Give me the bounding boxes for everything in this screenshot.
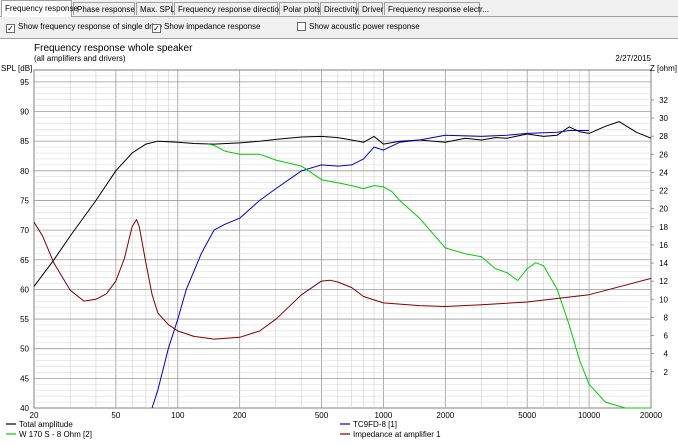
legend-label: TC9FD-8 [1] [353,420,397,429]
show-impedance-option[interactable]: ✓ Show impedance response [152,21,261,33]
y-axis-label: SPL [dB] [1,64,32,73]
x-tick-label: 100 [171,411,185,420]
series-line-1 [151,130,590,409]
x-tick-label: 5000 [518,411,536,420]
y2-tick-label: 4 [664,350,669,359]
y2-tick-label: 2 [664,368,669,377]
axis-labels: 20 50 100 200 500 1000 2000 5000 10000 2000040455… [20,78,668,420]
y2-tick-label: 16 [659,241,668,250]
acoustic-power-checkbox[interactable] [297,22,306,31]
impedance-label: Show impedance response [164,22,261,31]
tab-bar: Frequency response Phase response Max. S… [0,0,678,17]
y-tick-label: 80 [20,167,29,176]
y2-tick-label: 8 [664,313,669,322]
chart-title: Frequency response whole speaker [34,43,193,54]
x-tick-label: 200 [233,411,247,420]
tab-directivity[interactable]: Directivity [320,2,359,15]
legend-label: Total amplitude [19,420,73,429]
y2-tick-label: 26 [659,150,668,159]
grid-lines [33,69,652,409]
chart-date: 2/27/2015 [615,54,651,63]
series-lines [33,121,652,409]
legend-label: Impedance at amplifier 1 [353,430,441,439]
x-tick-label: 20000 [640,411,663,420]
x-tick-label: 50 [111,411,120,420]
plot-area [33,69,652,409]
y2-tick-label: 6 [664,332,669,341]
y2-tick-label: 24 [659,168,668,177]
x-tick-label: 20 [30,411,39,420]
legend-label: W 170 S - 8 Ohm [2] [19,430,92,439]
x-tick-label: 1000 [375,411,393,420]
y2-tick-label: 12 [659,277,668,286]
series-line-2 [207,143,651,409]
y2-tick-label: 18 [659,223,668,232]
chart-subtitle: (all amplifiers and drivers) [34,54,126,63]
tab-frequency-response-electrical[interactable]: Frequency response electr... [384,2,489,15]
show-single-drive-option[interactable]: ✓ Show frequency response of single drive [6,21,162,33]
tab-driver[interactable]: Driver [358,2,383,15]
options-bar: ✓ Show frequency response of single drive… [0,17,678,37]
tab-frequency-response[interactable]: Frequency response [1,0,78,17]
y-tick-label: 40 [20,404,29,413]
y2-tick-label: 14 [659,259,668,268]
y-tick-label: 65 [20,256,29,265]
y2-tick-label: 10 [659,295,668,304]
y-tick-label: 75 [20,196,29,205]
y2-axis-label: Z [ohm] [650,64,677,73]
y-tick-label: 50 [20,345,29,354]
acoustic-power-label: Show acoustic power response [309,22,420,31]
x-tick-label: 2000 [436,411,454,420]
y2-tick-label: 22 [659,187,668,196]
y-tick-label: 55 [20,315,29,324]
y2-tick-label: 20 [659,205,668,214]
y2-tick-label: 30 [659,114,668,123]
y-tick-label: 85 [20,137,29,146]
legend: Total amplitude TC9FD-8 [1] W 170 S - 8 Oh… [6,420,441,439]
show-acoustic-power-option[interactable]: Show acoustic power response [297,21,420,33]
impedance-checkbox[interactable]: ✓ [152,24,161,33]
tab-max-spl[interactable]: Max. SPL [136,2,175,15]
series-line-0 [33,121,652,287]
single-drive-label: Show frequency response of single drive [18,22,163,31]
tab-phase-response[interactable]: Phase response [73,2,135,15]
y2-tick-label: 32 [659,96,668,105]
single-drive-checkbox[interactable]: ✓ [6,24,15,33]
y-tick-label: 95 [20,78,29,87]
tab-polar-plots[interactable]: Polar plots [279,2,321,15]
y-tick-label: 70 [20,226,29,235]
y-tick-label: 45 [20,374,29,383]
y-tick-label: 90 [20,108,29,117]
y-tick-label: 60 [20,285,29,294]
y2-tick-label: 28 [659,132,668,141]
tab-frequency-response-directions[interactable]: Frequency response directions [174,2,287,15]
x-tick-label: 10000 [578,411,601,420]
x-tick-label: 500 [315,411,329,420]
series-line-3 [33,219,652,340]
